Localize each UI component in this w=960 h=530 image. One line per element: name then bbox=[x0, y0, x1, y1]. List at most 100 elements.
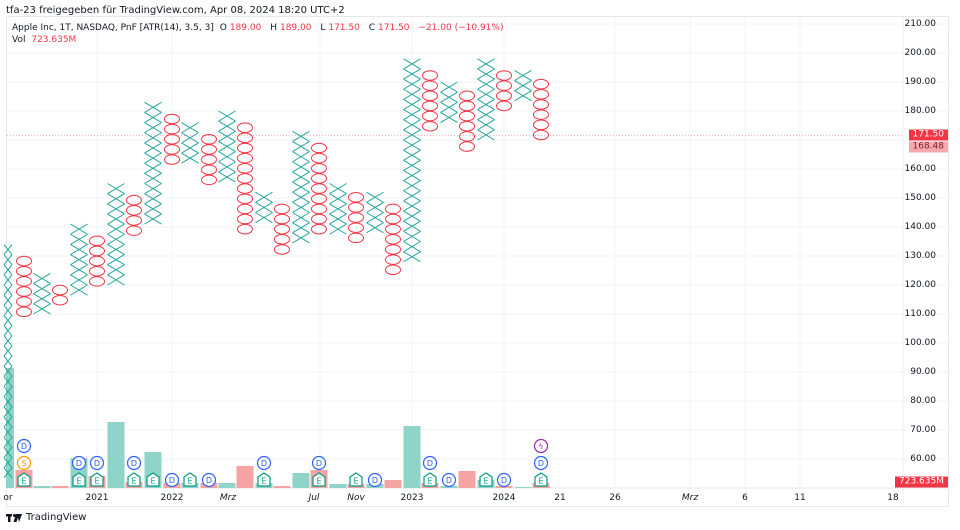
share-line: tfa-23 freigegeben für TradingView.com, … bbox=[6, 5, 345, 16]
time-axis-label: 2023 bbox=[400, 493, 424, 503]
x-column bbox=[514, 69, 532, 102]
volume-bar bbox=[273, 486, 291, 488]
legend-row-volume: Vol 723.635M bbox=[12, 34, 506, 46]
price-axis-label: 70.00 bbox=[910, 425, 936, 435]
dividend-icon[interactable]: D bbox=[201, 472, 217, 488]
price-axis-label: 140.00 bbox=[904, 222, 937, 232]
legend-row-ohlc: Apple Inc, 1T, NASDAQ, PnF [ATR(14), 3.5… bbox=[12, 23, 504, 33]
dividend-icon[interactable]: D bbox=[256, 455, 272, 471]
earnings-icon[interactable]: E bbox=[146, 472, 160, 487]
x-column bbox=[107, 183, 125, 286]
earnings-icon[interactable]: E bbox=[312, 472, 326, 487]
svg-text:D: D bbox=[427, 459, 433, 468]
dividend-icon[interactable]: D bbox=[311, 455, 327, 471]
svg-text:E: E bbox=[538, 477, 543, 486]
x-column bbox=[477, 58, 495, 141]
legend-low: 171.50 bbox=[328, 23, 360, 33]
tradingview-logo-icon bbox=[6, 513, 22, 522]
volume-bar bbox=[329, 484, 347, 488]
o-column bbox=[201, 134, 217, 186]
volume-bar bbox=[292, 473, 310, 488]
svg-text:D: D bbox=[372, 476, 378, 485]
svg-text:E: E bbox=[353, 477, 358, 486]
time-axis-label: 2021 bbox=[85, 493, 109, 503]
earnings-icon[interactable]: E bbox=[90, 472, 104, 487]
flash-icon[interactable]: ϟ bbox=[533, 438, 549, 454]
time-axis-label: 2024 bbox=[492, 493, 516, 503]
legend-close: 171.50 bbox=[378, 23, 410, 33]
dividend-icon[interactable]: D bbox=[71, 455, 87, 471]
earnings-icon[interactable]: E bbox=[17, 472, 31, 487]
x-column bbox=[218, 110, 236, 183]
tradingview-footer[interactable]: TradingView bbox=[6, 512, 86, 523]
o-column bbox=[16, 255, 32, 318]
price-axis-label: 200.00 bbox=[904, 48, 937, 58]
earnings-icon[interactable]: E bbox=[257, 472, 271, 487]
svg-text:D: D bbox=[538, 459, 544, 468]
earnings-icon[interactable]: E bbox=[479, 472, 493, 487]
secondary-price-tag: 168.48 bbox=[908, 141, 948, 153]
earnings-icon[interactable]: E bbox=[72, 472, 86, 487]
legend-symbol[interactable]: Apple Inc, 1T, NASDAQ, PnF [ATR(14), 3.5… bbox=[12, 23, 214, 33]
time-axis-label: 11 bbox=[794, 493, 806, 503]
dividend-icon[interactable]: D bbox=[533, 455, 549, 471]
o-column bbox=[164, 113, 180, 165]
x-column bbox=[366, 191, 384, 234]
earnings-icon[interactable]: E bbox=[349, 472, 363, 487]
svg-text:E: E bbox=[427, 477, 432, 486]
svg-text:S: S bbox=[21, 459, 26, 468]
dividend-icon[interactable]: D bbox=[422, 455, 438, 471]
dividend-icon[interactable]: D bbox=[441, 472, 457, 488]
time-axis-label: 2022 bbox=[160, 493, 184, 503]
o-column bbox=[126, 194, 142, 236]
earnings-icon[interactable]: E bbox=[127, 472, 141, 487]
volume-bar bbox=[51, 486, 69, 488]
earnings-icon[interactable]: E bbox=[423, 472, 437, 487]
o-column bbox=[348, 192, 364, 244]
svg-text:D: D bbox=[501, 476, 507, 485]
earnings-icon[interactable]: E bbox=[183, 472, 197, 487]
last-price-tag: 171.50 bbox=[908, 129, 948, 141]
x-column bbox=[3, 244, 13, 479]
time-axis-label: 26 bbox=[609, 493, 621, 503]
price-axis-label: 110.00 bbox=[904, 309, 937, 319]
dividend-icon[interactable]: D bbox=[164, 472, 180, 488]
o-column bbox=[237, 122, 253, 235]
dividend-icon[interactable]: D bbox=[126, 455, 142, 471]
dividend-icon[interactable]: D bbox=[496, 472, 512, 488]
volume-bar bbox=[458, 471, 476, 488]
legend-vol-value: 723.635M bbox=[31, 35, 77, 45]
volume-bar bbox=[107, 422, 125, 488]
x-column bbox=[33, 272, 51, 315]
legend-change: −21.00 (−10.91%) bbox=[418, 23, 504, 33]
chart-legend: Apple Inc, 1T, NASDAQ, PnF [ATR(14), 3.5… bbox=[12, 22, 506, 46]
time-axis-label: Mrz bbox=[681, 493, 699, 503]
svg-text:D: D bbox=[206, 476, 212, 485]
price-axis-label: 180.00 bbox=[904, 106, 937, 116]
dividend-icon[interactable]: D bbox=[367, 472, 383, 488]
svg-text:D: D bbox=[446, 476, 452, 485]
svg-text:D: D bbox=[261, 459, 267, 468]
dividend-icon[interactable]: D bbox=[89, 455, 105, 471]
earnings-icon[interactable]: E bbox=[534, 472, 548, 487]
price-axis-label: 120.00 bbox=[904, 280, 937, 290]
o-column bbox=[385, 203, 401, 276]
split-icon[interactable]: S bbox=[16, 455, 32, 471]
svg-text:E: E bbox=[131, 477, 136, 486]
time-axis-label: Nov bbox=[347, 493, 365, 503]
tradingview-brand: TradingView bbox=[26, 512, 87, 523]
svg-text:E: E bbox=[187, 477, 192, 486]
x-column bbox=[292, 130, 310, 244]
volume-bar bbox=[236, 466, 254, 488]
svg-text:D: D bbox=[21, 442, 27, 451]
svg-text:E: E bbox=[76, 477, 81, 486]
x-column bbox=[70, 223, 88, 296]
svg-text:D: D bbox=[169, 476, 175, 485]
legend-vol-label[interactable]: Vol bbox=[12, 35, 26, 45]
o-column bbox=[459, 90, 475, 152]
svg-text:E: E bbox=[261, 477, 266, 486]
price-axis-label: 150.00 bbox=[904, 193, 937, 203]
svg-text:E: E bbox=[94, 477, 99, 486]
dividend-icon[interactable]: D bbox=[16, 438, 32, 454]
